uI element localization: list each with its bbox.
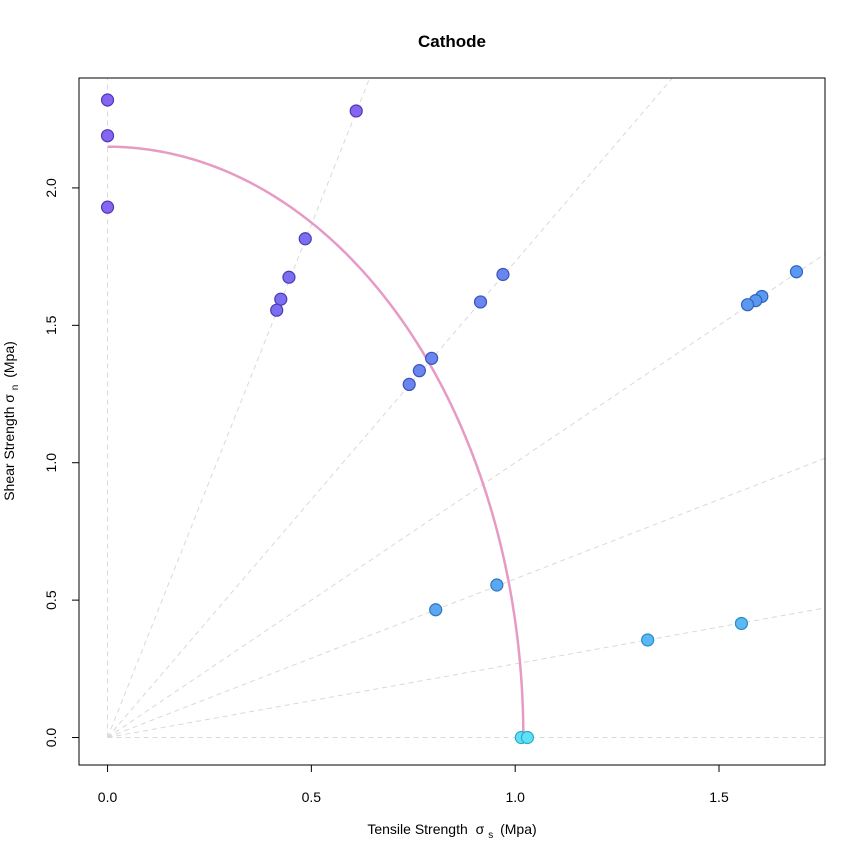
y-tick-label: 1.0 — [43, 453, 59, 473]
data-point — [425, 351, 439, 365]
reference-ray-30 — [107, 457, 825, 738]
chart-title: Cathode — [418, 32, 486, 51]
data-point — [740, 298, 755, 312]
data-point — [349, 104, 363, 118]
y-axis-label-subscript: n — [10, 385, 21, 391]
data-point — [402, 377, 416, 392]
data-point — [100, 200, 115, 214]
y-tick-label: 0.0 — [43, 728, 59, 748]
data-point — [282, 270, 296, 284]
y-axis-label-text: Shear Strength — [1, 407, 17, 501]
plot-frame — [78, 77, 826, 766]
data-point — [734, 616, 749, 631]
failure-envelope — [107, 145, 525, 738]
data-point — [429, 603, 443, 617]
x-axis-label-unit: (Mpa) — [500, 821, 537, 837]
data-points — [100, 93, 804, 745]
x-axis: 0.0 0.5 1.0 1.5 — [98, 764, 729, 805]
data-point — [520, 730, 535, 745]
y-axis-label: Shear Strength σ n (Mpa) — [1, 341, 21, 501]
data-point — [789, 265, 804, 279]
reference-rays — [107, 78, 825, 739]
y-tick-label: 1.5 — [43, 315, 59, 335]
data-point — [473, 295, 488, 309]
envelope-curve — [107, 145, 525, 738]
reference-ray-15 — [107, 607, 825, 739]
data-point — [100, 93, 115, 107]
x-tick-label: 0.0 — [98, 789, 118, 805]
y-axis: 0.0 0.5 1.0 1.5 2.0 — [43, 178, 80, 748]
y-tick-label: 0.5 — [43, 590, 59, 610]
y-axis-label-unit: (Mpa) — [1, 341, 17, 378]
data-point — [490, 578, 504, 592]
x-axis-label: Tensile Strength σ s (Mpa) — [367, 821, 536, 841]
y-axis-label-symbol: σ — [1, 394, 17, 403]
x-tick-label: 1.0 — [505, 789, 525, 805]
data-point — [412, 364, 426, 378]
reference-ray-45 — [107, 253, 825, 738]
y-tick-label: 2.0 — [43, 178, 59, 198]
data-point — [496, 267, 510, 282]
data-point — [270, 303, 284, 317]
data-point — [298, 232, 312, 246]
data-point — [100, 129, 115, 143]
data-point — [641, 633, 655, 647]
x-tick-label: 1.5 — [709, 789, 729, 805]
x-axis-label-symbol: σ — [476, 821, 485, 837]
x-axis-label-text: Tensile Strength — [367, 821, 467, 837]
x-axis-label-subscript: s — [488, 830, 493, 841]
data-point — [274, 292, 288, 306]
reference-ray-75 — [107, 78, 371, 738]
x-tick-label: 0.5 — [302, 789, 322, 805]
reference-ray-60 — [107, 78, 674, 738]
